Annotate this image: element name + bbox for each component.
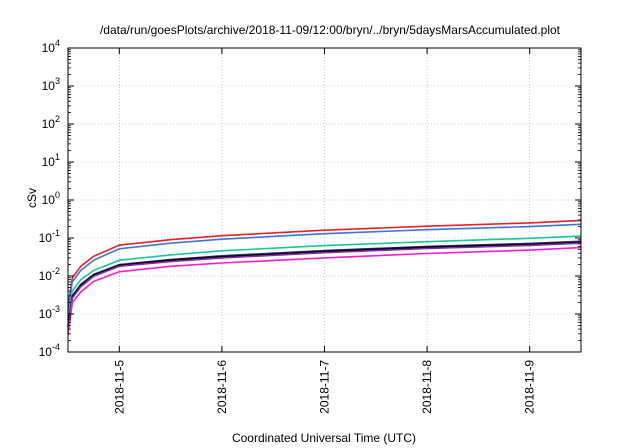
y-tick-label: 10-3 bbox=[39, 304, 60, 321]
chart-title: /data/run/goesPlots/archive/2018-11-09/1… bbox=[100, 23, 561, 37]
series-line-7 bbox=[67, 246, 582, 336]
series-line-5 bbox=[67, 241, 582, 327]
y-tick-label: 10-2 bbox=[39, 266, 60, 283]
x-tick-label: 2018-11-9 bbox=[523, 360, 537, 414]
x-tick-label: 2018-11-5 bbox=[112, 360, 126, 414]
x-tick-label: 2018-11-7 bbox=[318, 360, 332, 414]
series-line-1 bbox=[67, 219, 582, 308]
y-tick-label: 103 bbox=[42, 76, 60, 93]
y-axis-label: cSv bbox=[25, 188, 39, 208]
series-line-3 bbox=[67, 235, 582, 321]
y-tick-label: 100 bbox=[42, 190, 60, 207]
y-tick-label: 104 bbox=[42, 38, 60, 55]
x-axis-ticks: 2018-11-5 2018-11-6 2018-11-7 2018-11-8 2018… bbox=[112, 48, 537, 414]
grid bbox=[68, 48, 581, 352]
x-tick-label: 2018-11-6 bbox=[215, 360, 229, 414]
y-axis-ticks: 10-4 10-3 10-2 10-1 100 101 102 103 104 bbox=[39, 38, 581, 359]
y-tick-label: 10-1 bbox=[39, 228, 60, 245]
y-tick-label: 102 bbox=[42, 114, 60, 131]
series-line-6 bbox=[67, 242, 582, 328]
y-tick-label: 10-4 bbox=[39, 342, 60, 359]
series-line-2 bbox=[67, 223, 582, 312]
x-axis-label: Coordinated Universal Time (UTC) bbox=[232, 431, 416, 445]
series-group bbox=[67, 219, 582, 336]
x-tick-label: 2018-11-8 bbox=[420, 360, 434, 414]
y-tick-label: 101 bbox=[42, 152, 60, 169]
